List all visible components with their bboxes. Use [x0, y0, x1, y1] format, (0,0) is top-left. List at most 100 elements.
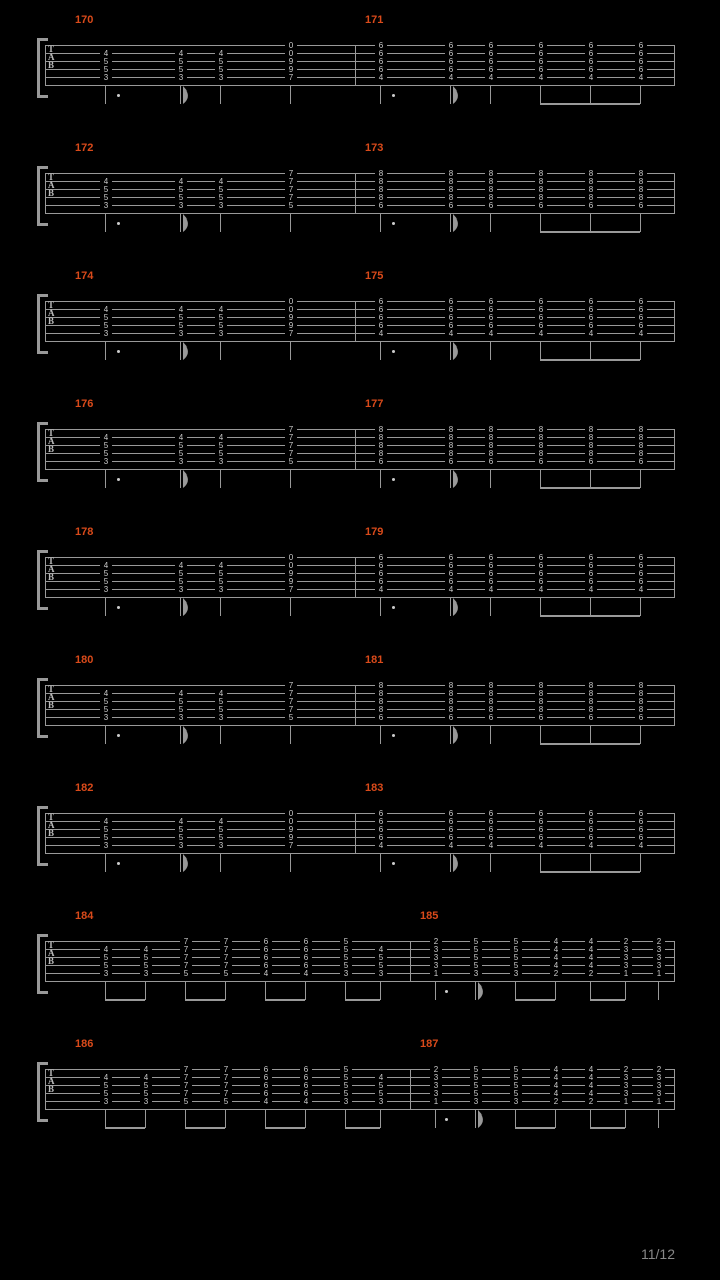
fret-number	[585, 1106, 597, 1114]
fret-number	[585, 210, 597, 218]
note-flag	[183, 342, 191, 360]
fret-number	[585, 594, 597, 602]
chord-column: 23331	[620, 1066, 632, 1114]
chord-column: 4553	[100, 682, 112, 730]
note-beam	[540, 103, 640, 105]
note-stem	[590, 982, 591, 1000]
fret-number	[285, 594, 297, 602]
note-stem	[640, 854, 641, 872]
chord-column: 66664	[585, 298, 597, 346]
staff-lines	[45, 45, 675, 85]
note-stem	[305, 982, 306, 1000]
chord-column: 4553	[100, 170, 112, 218]
fret-number	[375, 978, 387, 986]
note-flag	[453, 470, 461, 488]
fret-number	[285, 850, 297, 858]
chord-column: 66664	[585, 42, 597, 90]
note-stem	[540, 86, 541, 104]
note-stem	[625, 1110, 626, 1128]
chord-column: 66664	[535, 554, 547, 602]
fret-number	[180, 978, 192, 986]
fret-number	[585, 338, 597, 346]
fret-number	[100, 850, 112, 858]
fret-number	[215, 722, 227, 730]
fret-number	[485, 850, 497, 858]
barline	[410, 1069, 411, 1109]
note-beam	[540, 743, 640, 745]
chord-column: 66664	[585, 554, 597, 602]
fret-number	[535, 210, 547, 218]
chord-column: 4553	[175, 42, 187, 90]
note-stem	[515, 982, 516, 1000]
note-stem	[590, 342, 591, 360]
bar-number: 179	[365, 526, 383, 538]
note-stem	[105, 854, 106, 872]
note-stem	[180, 86, 181, 104]
bar-number: 170	[75, 14, 93, 26]
fret-number	[510, 978, 522, 986]
fret-number	[140, 1106, 152, 1114]
chord-column: 88886	[585, 682, 597, 730]
fret-number	[100, 82, 112, 90]
note-stem	[380, 598, 381, 616]
fret-number	[285, 338, 297, 346]
bar-number: 186	[75, 1038, 93, 1050]
staff-lines	[45, 173, 675, 213]
fret-number	[375, 1106, 387, 1114]
fret-number	[285, 722, 297, 730]
chord-column: 00997	[285, 554, 297, 602]
note-stem	[180, 598, 181, 616]
fret-number	[215, 850, 227, 858]
fret-number	[340, 978, 352, 986]
chord-column: 77775	[220, 938, 232, 986]
chord-column: 44442	[550, 1066, 562, 1114]
note-stem	[220, 342, 221, 360]
note-stem	[640, 86, 641, 104]
note-stem	[640, 470, 641, 488]
note-stem	[105, 598, 106, 616]
note-stem	[380, 1110, 381, 1128]
note-stem	[105, 1110, 106, 1128]
chord-column: 4553	[175, 298, 187, 346]
chord-column: 4553	[140, 1066, 152, 1114]
note-stem	[515, 1110, 516, 1128]
fret-number	[375, 722, 387, 730]
chord-column: 4553	[215, 298, 227, 346]
fret-number	[375, 594, 387, 602]
barline	[355, 45, 356, 85]
fret-number	[215, 594, 227, 602]
note-flag	[478, 982, 486, 1000]
chord-column: 23331	[653, 938, 665, 986]
fret-number	[585, 82, 597, 90]
tab-page: 170171TAB 4553 4553 4553 00997 66664 666…	[0, 0, 720, 1126]
tab-clef: TAB	[48, 685, 55, 709]
barline	[355, 685, 356, 725]
chord-column: 4553	[215, 426, 227, 474]
bar-number: 182	[75, 782, 93, 794]
fret-number	[510, 1106, 522, 1114]
chord-column: 66664	[445, 298, 457, 346]
rhythm-dot	[392, 350, 395, 353]
rhythm-dot	[392, 478, 395, 481]
chord-column: 4553	[215, 554, 227, 602]
chord-column: 66664	[635, 554, 647, 602]
chord-column: 66664	[635, 42, 647, 90]
note-stem	[590, 598, 591, 616]
fret-number	[215, 466, 227, 474]
chord-column: 66664	[485, 554, 497, 602]
barline	[355, 173, 356, 213]
chord-column: 00997	[285, 298, 297, 346]
note-beam	[105, 1127, 145, 1129]
note-stem	[658, 1110, 659, 1128]
chord-column: 77775	[285, 682, 297, 730]
fret-number	[485, 210, 497, 218]
note-stem	[435, 1110, 436, 1128]
chord-column: 66664	[260, 1066, 272, 1114]
rhythm-dot	[117, 478, 120, 481]
note-stem	[105, 214, 106, 232]
chord-column: 4553	[215, 42, 227, 90]
note-stem	[220, 854, 221, 872]
chord-column: 4553	[215, 170, 227, 218]
chord-column: 23331	[430, 938, 442, 986]
chord-column: 55553	[340, 1066, 352, 1114]
